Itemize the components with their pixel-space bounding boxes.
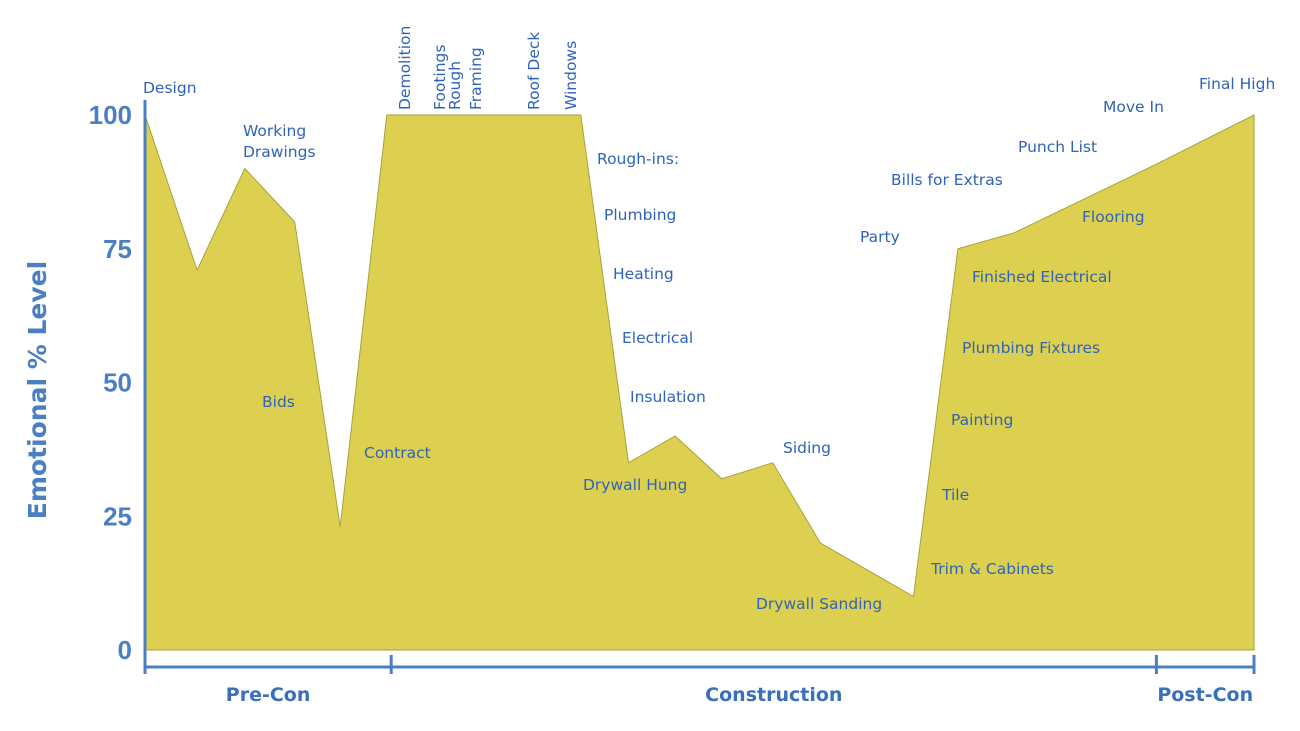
- stage-label-finished-electrical: Finished Electrical: [972, 268, 1112, 286]
- stage-label-insulation: Insulation: [630, 388, 706, 406]
- stage-label-footings: Footings: [431, 45, 449, 110]
- phase-label-post-con: Post-Con: [1157, 684, 1253, 706]
- label-layer: Design Working Drawings Bids Contract Demolit…: [143, 26, 1275, 613]
- stage-label-drywall-sanding: Drywall Sanding: [756, 595, 882, 613]
- stage-label-heating: Heating: [613, 265, 674, 283]
- area-layer: [144, 114, 1255, 651]
- y-tick-label-50: 50: [103, 368, 132, 398]
- stage-label-punch-list: Punch List: [1018, 138, 1097, 156]
- stage-label-design: Design: [143, 79, 197, 97]
- stage-label-demolition: Demolition: [396, 26, 414, 110]
- stage-label-painting: Painting: [951, 411, 1013, 429]
- stage-label-plumbing-fixtures: Plumbing Fixtures: [962, 339, 1100, 357]
- stage-label-working-drawings-line-1: Working: [243, 122, 306, 140]
- stage-label-tile: Tile: [941, 486, 969, 504]
- y-axis-label: Emotional % Level: [23, 261, 52, 519]
- stage-label-drywall-hung: Drywall Hung: [583, 476, 687, 494]
- stage-label-working-drawings-line-2: Drawings: [243, 143, 316, 161]
- y-tick-label-100: 100: [89, 100, 132, 130]
- emotion-area: [144, 114, 1255, 651]
- y-tick-label-25: 25: [103, 501, 132, 531]
- stage-label-rough-ins: Rough-ins:: [597, 150, 679, 168]
- stage-label-siding: Siding: [783, 439, 831, 457]
- stage-label-roof-deck: Roof Deck: [525, 32, 543, 110]
- stage-label-move-in: Move In: [1103, 98, 1164, 116]
- stage-label-bids: Bids: [262, 393, 295, 411]
- y-tick-label-0: 0: [118, 635, 132, 665]
- stage-label-rough-framing-line-2: Framing: [467, 47, 485, 110]
- phase-label-pre-con: Pre-Con: [226, 684, 311, 706]
- stage-label-windows: Windows: [562, 41, 580, 110]
- stage-label-bills-for-extras: Bills for Extras: [891, 171, 1003, 189]
- axis-layer: 0 25 50 75 100 Pre-Con Construction Post-Con: [89, 100, 1256, 706]
- stage-label-final-high: Final High: [1199, 75, 1275, 93]
- stage-label-rough-framing-line-1: Rough: [446, 61, 464, 110]
- y-tick-label-75: 75: [103, 234, 132, 264]
- stage-label-flooring: Flooring: [1082, 208, 1145, 226]
- stage-label-electrical: Electrical: [622, 329, 693, 347]
- stage-label-plumbing: Plumbing: [604, 206, 676, 224]
- phase-label-construction: Construction: [705, 684, 842, 706]
- stage-label-contract: Contract: [364, 444, 431, 462]
- stage-label-party: Party: [860, 228, 900, 246]
- stage-label-trim-cabinets: Trim & Cabinets: [930, 560, 1054, 578]
